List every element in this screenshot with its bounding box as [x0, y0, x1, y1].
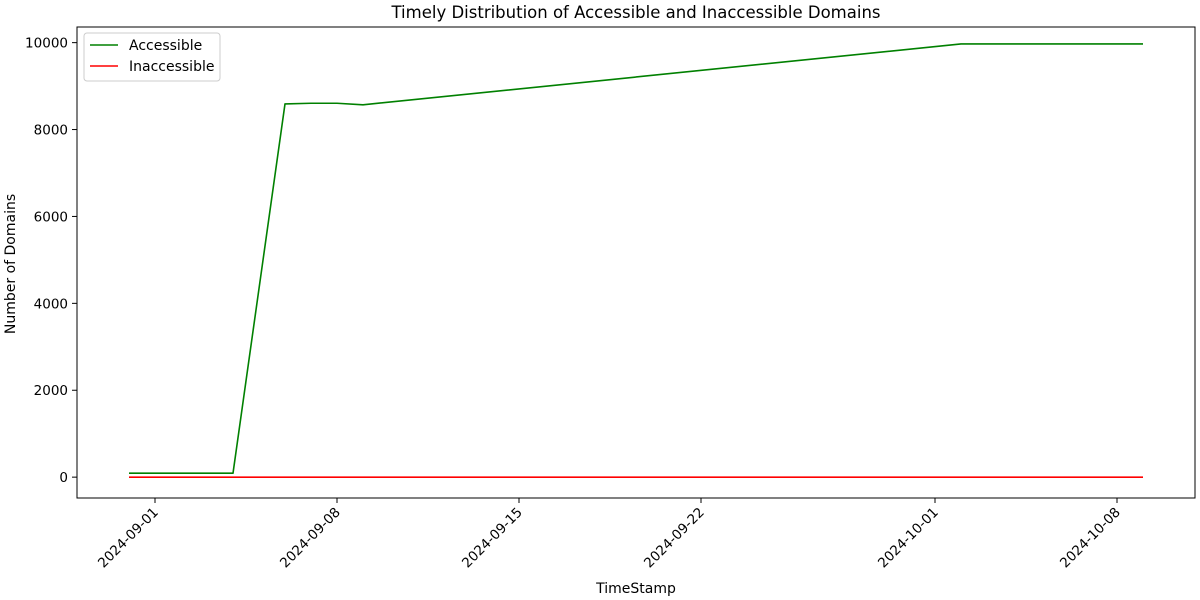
plot-area [129, 43, 1143, 478]
y-tick-label: 2000 [34, 383, 68, 399]
x-tick-label: 2024-09-01 [95, 505, 162, 572]
y-tick-label: 0 [59, 470, 68, 486]
x-tick-label: 2024-09-22 [641, 505, 708, 572]
y-tick-label: 8000 [34, 123, 68, 139]
legend: Accessible Inaccessible [83, 32, 221, 82]
series-line-accessible [129, 43, 1143, 475]
chart-title: Timely Distribution of Accessible and In… [390, 3, 880, 22]
y-tick-label: 10000 [25, 36, 68, 52]
x-tick-label: 2024-09-15 [459, 505, 526, 572]
legend-label-accessible: Accessible [129, 38, 202, 54]
y-tick-label: 4000 [34, 296, 68, 312]
legend-label-inaccessible: Inaccessible [129, 59, 214, 75]
x-axis-label: TimeStamp [595, 581, 676, 597]
x-tick-label: 2024-10-08 [1057, 505, 1124, 572]
y-axis-label: Number of Domains [3, 194, 19, 334]
y-tick-label: 6000 [34, 209, 68, 225]
plot-frame [76, 26, 1196, 499]
x-tick-label: 2024-10-01 [875, 505, 942, 572]
x-tick-label: 2024-09-08 [277, 505, 344, 572]
